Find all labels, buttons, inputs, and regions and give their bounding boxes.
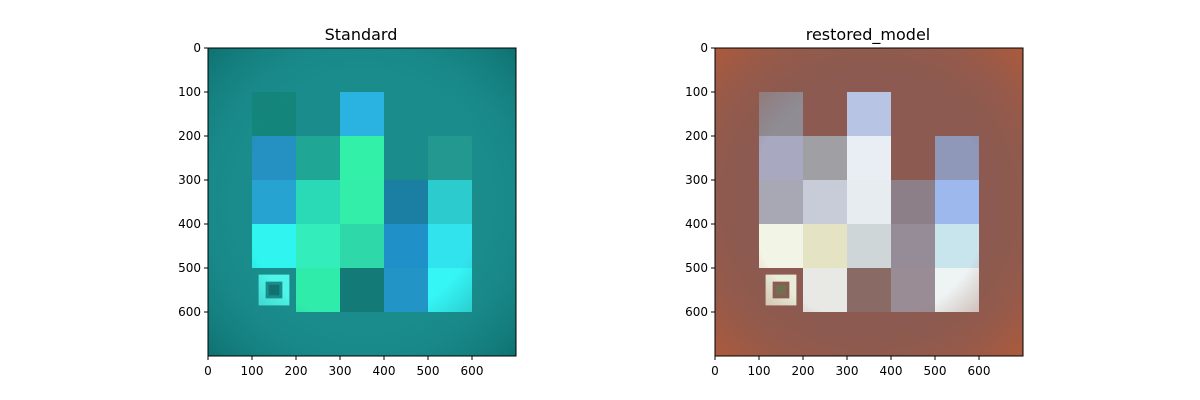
x-tick-label: 500 (417, 364, 440, 378)
x-tick-label: 300 (329, 364, 352, 378)
y-tick-label: 200 (178, 129, 201, 143)
y-tick-label: 300 (685, 173, 708, 187)
image-area: 0 100 200 300 400 500 600 0 100 200 300 400 500 600 (685, 41, 1024, 378)
x-tick-label: 100 (748, 364, 771, 378)
axes-frame (207, 47, 517, 357)
y-tick-label: 500 (178, 261, 201, 275)
y-tick-label: 400 (178, 217, 201, 231)
panel-standard: Standard 0 100 200 300 400 500 600 0 100 200 300 40… (178, 25, 517, 378)
x-tick-label: 500 (924, 364, 947, 378)
x-tick-label: 300 (836, 364, 859, 378)
x-tick-label: 0 (204, 364, 212, 378)
y-tick-label: 0 (700, 41, 708, 55)
image-area: 0 100 200 300 400 500 600 0 100 200 300 400 500 600 (178, 41, 517, 378)
y-tick-label: 600 (685, 305, 708, 319)
image-content (208, 48, 516, 356)
image-content (715, 48, 1023, 356)
y-tick-label: 400 (685, 217, 708, 231)
image-vignette (208, 48, 516, 356)
x-tick-label: 200 (285, 364, 308, 378)
y-tick-label: 200 (685, 129, 708, 143)
axes-frame (714, 47, 1024, 357)
x-tick-label: 0 (711, 364, 719, 378)
panel-restored-model: restored_model 0 100 200 300 400 500 600 0 100 20… (685, 25, 1024, 378)
y-tick-label: 100 (178, 85, 201, 99)
x-tick-label: 100 (241, 364, 264, 378)
chart-title: restored_model (806, 25, 931, 45)
x-tick-label: 600 (461, 364, 484, 378)
image-vignette (715, 48, 1023, 356)
x-tick-label: 400 (880, 364, 903, 378)
chart-title: Standard (325, 25, 398, 44)
y-tick-label: 100 (685, 85, 708, 99)
x-tick-label: 600 (968, 364, 991, 378)
y-tick-label: 300 (178, 173, 201, 187)
y-tick-label: 600 (178, 305, 201, 319)
x-tick-label: 400 (373, 364, 396, 378)
y-tick-label: 500 (685, 261, 708, 275)
x-tick-label: 200 (792, 364, 815, 378)
y-tick-label: 0 (193, 41, 201, 55)
